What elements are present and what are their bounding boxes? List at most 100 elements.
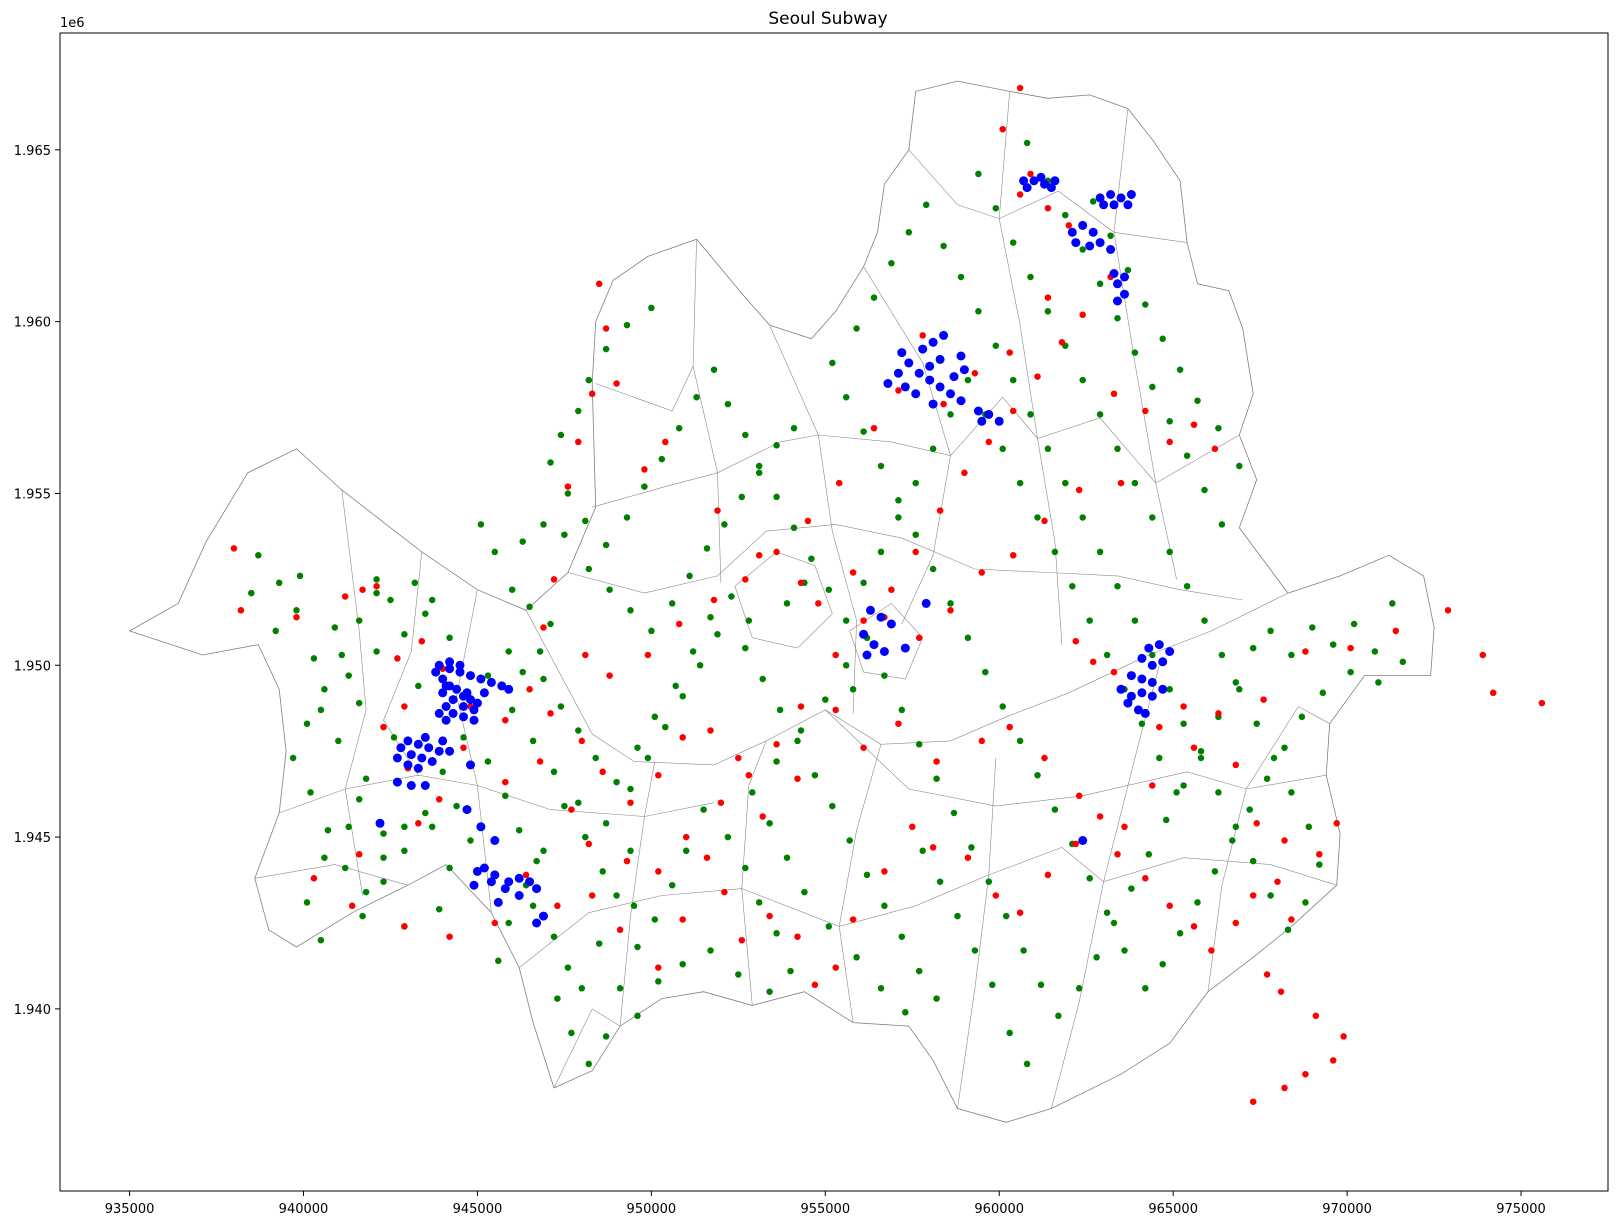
station-point — [975, 170, 982, 178]
station-point — [790, 524, 798, 532]
station-point — [547, 620, 554, 628]
station-point — [794, 775, 801, 782]
station-point — [413, 763, 423, 773]
station-point — [438, 736, 448, 746]
station-point — [575, 799, 582, 806]
station-point — [1298, 713, 1306, 721]
station-point — [394, 655, 401, 662]
station-point — [1232, 761, 1240, 769]
station-point — [1022, 183, 1032, 193]
station-point — [1218, 651, 1226, 659]
station-point — [822, 696, 829, 703]
station-point — [462, 688, 472, 698]
y-tick-label: 1.965 — [14, 144, 51, 159]
station-point — [1009, 376, 1017, 384]
station-point — [849, 569, 857, 576]
station-point — [1113, 279, 1122, 289]
station-point — [396, 743, 406, 753]
station-point — [1123, 200, 1133, 210]
station-point — [862, 650, 872, 660]
station-point — [707, 947, 714, 954]
station-point — [582, 833, 589, 841]
station-point — [1246, 806, 1253, 813]
station-point — [373, 648, 380, 655]
station-point — [682, 833, 690, 841]
station-point — [237, 607, 245, 614]
station-point — [514, 891, 524, 900]
station-point — [390, 734, 398, 741]
station-point — [595, 280, 603, 288]
station-point — [536, 758, 544, 765]
district-boundary — [957, 757, 997, 1109]
station-point — [648, 304, 655, 312]
station-point — [484, 672, 492, 679]
station-point — [401, 823, 408, 831]
station-point — [1114, 445, 1121, 453]
station-point — [1288, 916, 1295, 923]
station-point — [484, 758, 492, 765]
station-point — [949, 372, 959, 382]
station-point — [973, 406, 983, 416]
station-point — [564, 964, 572, 971]
station-point — [427, 757, 437, 766]
station-point — [373, 582, 380, 590]
station-point — [1147, 660, 1157, 670]
station-point — [554, 902, 561, 910]
station-point — [825, 923, 833, 930]
station-point — [1046, 183, 1056, 193]
station-point — [623, 514, 631, 521]
station-point — [1116, 684, 1126, 694]
station-point — [505, 648, 512, 655]
district-boundary — [567, 524, 1243, 601]
station-point — [1027, 411, 1034, 418]
station-point — [766, 820, 773, 827]
station-point — [929, 445, 937, 453]
station-point — [1142, 301, 1149, 308]
station-point — [721, 888, 728, 896]
station-point — [1288, 789, 1295, 796]
station-point — [568, 806, 575, 813]
station-point — [500, 884, 510, 894]
station-point — [940, 400, 947, 408]
station-point — [582, 651, 589, 659]
station-point — [1158, 657, 1168, 667]
station-point — [675, 620, 683, 628]
station-point — [1142, 407, 1149, 415]
station-point — [491, 548, 499, 556]
district-boundary — [279, 774, 715, 817]
station-point — [721, 521, 728, 528]
station-point — [1215, 710, 1222, 717]
station-point — [417, 753, 427, 763]
station-point — [866, 605, 875, 615]
station-point — [1131, 617, 1139, 624]
station-point — [900, 382, 910, 392]
station-point — [797, 703, 805, 710]
station-point — [355, 796, 363, 803]
station-point — [651, 916, 659, 923]
station-point — [1016, 737, 1024, 745]
station-point — [918, 344, 928, 354]
station-point — [1016, 909, 1024, 916]
station-point — [783, 854, 791, 861]
station-point — [459, 702, 468, 711]
station-point — [613, 892, 620, 899]
station-point — [797, 727, 805, 734]
station-point — [1110, 668, 1118, 676]
station-point — [1149, 383, 1156, 391]
station-point — [338, 651, 346, 659]
station-point — [1302, 899, 1309, 906]
station-point — [375, 818, 385, 828]
station-point — [588, 390, 596, 398]
district-boundary — [838, 744, 882, 1023]
station-point — [964, 854, 972, 861]
station-point — [561, 802, 568, 810]
station-point — [441, 715, 451, 725]
station-point — [1126, 190, 1136, 199]
station-point — [1208, 947, 1215, 954]
station-point — [1095, 193, 1105, 203]
station-point — [999, 445, 1006, 453]
station-point — [1249, 857, 1257, 865]
station-point — [853, 954, 860, 961]
station-point — [1016, 479, 1024, 487]
station-point — [406, 781, 416, 790]
